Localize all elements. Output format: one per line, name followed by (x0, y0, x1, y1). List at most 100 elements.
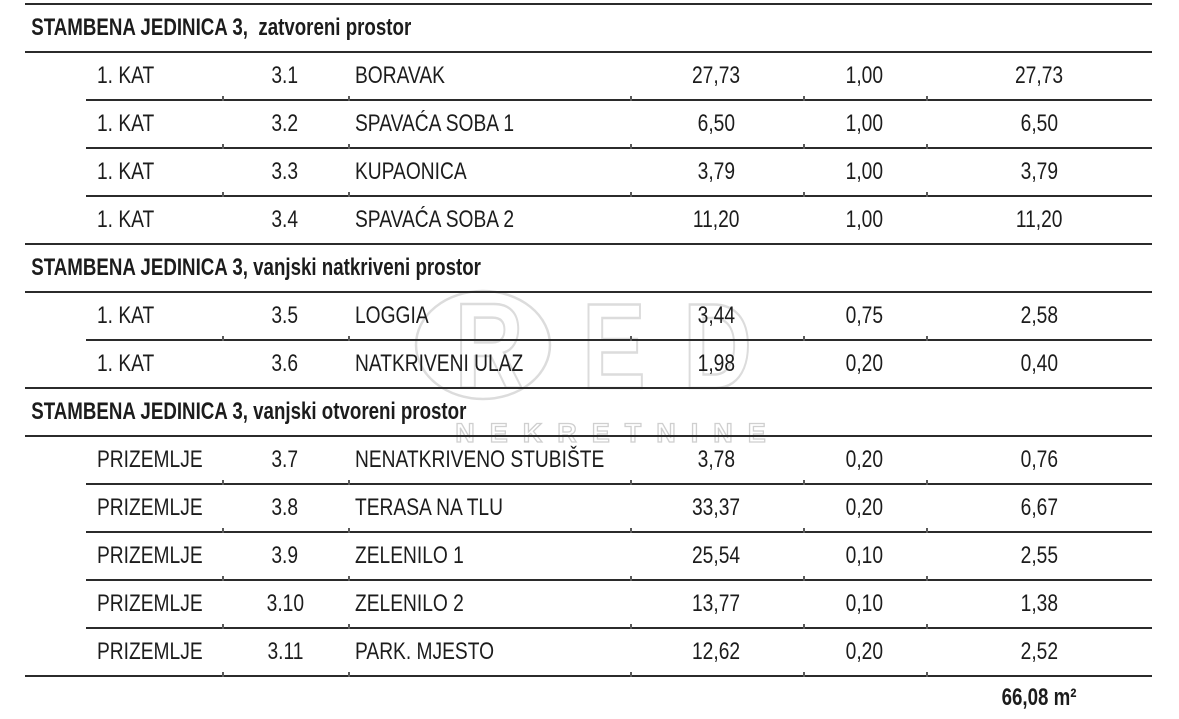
column-tick (630, 192, 632, 197)
floor-value: PRIZEMLJE (97, 542, 203, 569)
result-value: 2,58 (1020, 302, 1058, 329)
table-row: 1. KAT 3.4 SPAVAĆA SOBA 2 11,20 1,00 11,20 (25, 197, 1152, 243)
column-tick (222, 576, 224, 581)
area-value: 3,79 (697, 158, 736, 185)
cell-coef: 1,00 (803, 110, 926, 138)
section-border-line (25, 243, 1152, 245)
name-value: ZELENILO 1 (355, 542, 464, 569)
name-value: TERASA NA TLU (355, 494, 503, 521)
area-value: 33,37 (692, 494, 741, 521)
table-row: 1. KAT 3.2 SPAVAĆA SOBA 1 6,50 1,00 6,50 (25, 101, 1152, 147)
column-tick (630, 576, 632, 581)
column-tick (630, 624, 632, 629)
coef-value: 0,20 (845, 494, 884, 521)
area-value: 1,98 (697, 350, 736, 377)
table-row: 1. KAT 3.5 LOGGIA 3,44 0,75 2,58 (25, 293, 1152, 339)
column-tick (222, 624, 224, 629)
floor-value: 1. KAT (97, 158, 155, 185)
cell-coef: 0,75 (803, 302, 926, 330)
id-value: 3.1 (271, 62, 299, 89)
column-tick (222, 144, 224, 149)
cell-id: 3.5 (222, 302, 348, 330)
column-tick (926, 336, 928, 341)
section-header-label: STAMBENA JEDINICA 3, vanjski otvoreni pr… (31, 398, 467, 425)
row-separator-line (86, 480, 1152, 485)
cell-name: TERASA NA TLU (348, 494, 630, 522)
cell-id: 3.9 (222, 542, 348, 570)
column-tick (926, 672, 928, 677)
id-value: 3.2 (271, 110, 299, 137)
section-header: STAMBENA JEDINICA 3, vanjski otvoreni pr… (25, 389, 1152, 435)
cell-result: 3,79 (926, 158, 1152, 186)
id-value: 3.8 (271, 494, 299, 521)
section-border-line (25, 435, 1152, 437)
column-tick (803, 624, 805, 629)
column-tick (630, 480, 632, 485)
total-cell-result: 66,08 m² (926, 684, 1152, 712)
cell-id: 3.8 (222, 494, 348, 522)
row-separator-line (86, 624, 1152, 629)
column-tick (222, 96, 224, 101)
result-value: 2,52 (1020, 638, 1058, 665)
cell-floor: PRIZEMLJE (25, 446, 222, 474)
cell-coef: 0,20 (803, 494, 926, 522)
row-separator-line (86, 192, 1152, 197)
column-tick (926, 144, 928, 149)
table-row: 1. KAT 3.1 BORAVAK 27,73 1,00 27,73 (25, 53, 1152, 99)
floor-value: PRIZEMLJE (97, 590, 203, 617)
cell-coef: 1,00 (803, 158, 926, 186)
column-tick (222, 672, 224, 677)
total-row: 66,08 m² (25, 677, 1152, 719)
column-tick (926, 624, 928, 629)
floor-value: 1. KAT (97, 302, 155, 329)
cell-coef: 0,10 (803, 542, 926, 570)
cell-coef: 1,00 (803, 206, 926, 234)
cell-area: 1,98 (630, 350, 803, 378)
cell-result: 11,20 (926, 206, 1152, 234)
column-tick (803, 528, 805, 533)
column-tick (803, 192, 805, 197)
cell-id: 3.4 (222, 206, 348, 234)
cell-result: 6,50 (926, 110, 1152, 138)
cell-area: 6,50 (630, 110, 803, 138)
cell-name: NENATKRIVENO STUBIŠTE (348, 446, 630, 474)
column-tick (630, 96, 632, 101)
coef-value: 0,75 (845, 302, 884, 329)
cell-result: 1,38 (926, 590, 1152, 618)
cell-area: 3,78 (630, 446, 803, 474)
result-value: 0,40 (1020, 350, 1058, 377)
coef-value: 1,00 (845, 110, 884, 137)
cell-id: 3.1 (222, 62, 348, 90)
coef-value: 0,20 (845, 638, 884, 665)
cell-name: LOGGIA (348, 302, 630, 330)
column-tick (803, 144, 805, 149)
column-tick (348, 480, 350, 485)
cell-result: 2,55 (926, 542, 1152, 570)
cell-floor: PRIZEMLJE (25, 494, 222, 522)
cell-coef: 0,20 (803, 446, 926, 474)
cell-name: BORAVAK (348, 62, 630, 90)
cell-floor: PRIZEMLJE (25, 542, 222, 570)
coef-value: 0,20 (845, 350, 884, 377)
row-separator-line (86, 336, 1152, 341)
column-tick (348, 336, 350, 341)
table-row: PRIZEMLJE 3.10 ZELENILO 2 13,77 0,10 1,38 (25, 581, 1152, 627)
cell-area: 3,79 (630, 158, 803, 186)
name-value: PARK. MJESTO (355, 638, 495, 665)
name-value: ZELENILO 2 (355, 590, 464, 617)
column-tick (926, 192, 928, 197)
table-row: PRIZEMLJE 3.8 TERASA NA TLU 33,37 0,20 6,67 (25, 485, 1152, 531)
id-value: 3.11 (267, 638, 303, 665)
section-border-line (25, 291, 1152, 293)
coef-value: 0,10 (845, 590, 884, 617)
cell-id: 3.11 (222, 638, 348, 666)
column-tick (348, 576, 350, 581)
floor-value: PRIZEMLJE (97, 494, 203, 521)
id-value: 3.10 (266, 590, 304, 617)
name-value: BORAVAK (355, 62, 445, 89)
cell-name: NATKRIVENI ULAZ (348, 350, 630, 378)
column-tick (630, 336, 632, 341)
name-value: SPAVAĆA SOBA 2 (355, 206, 515, 233)
name-value: NENATKRIVENO STUBIŠTE (355, 446, 605, 473)
